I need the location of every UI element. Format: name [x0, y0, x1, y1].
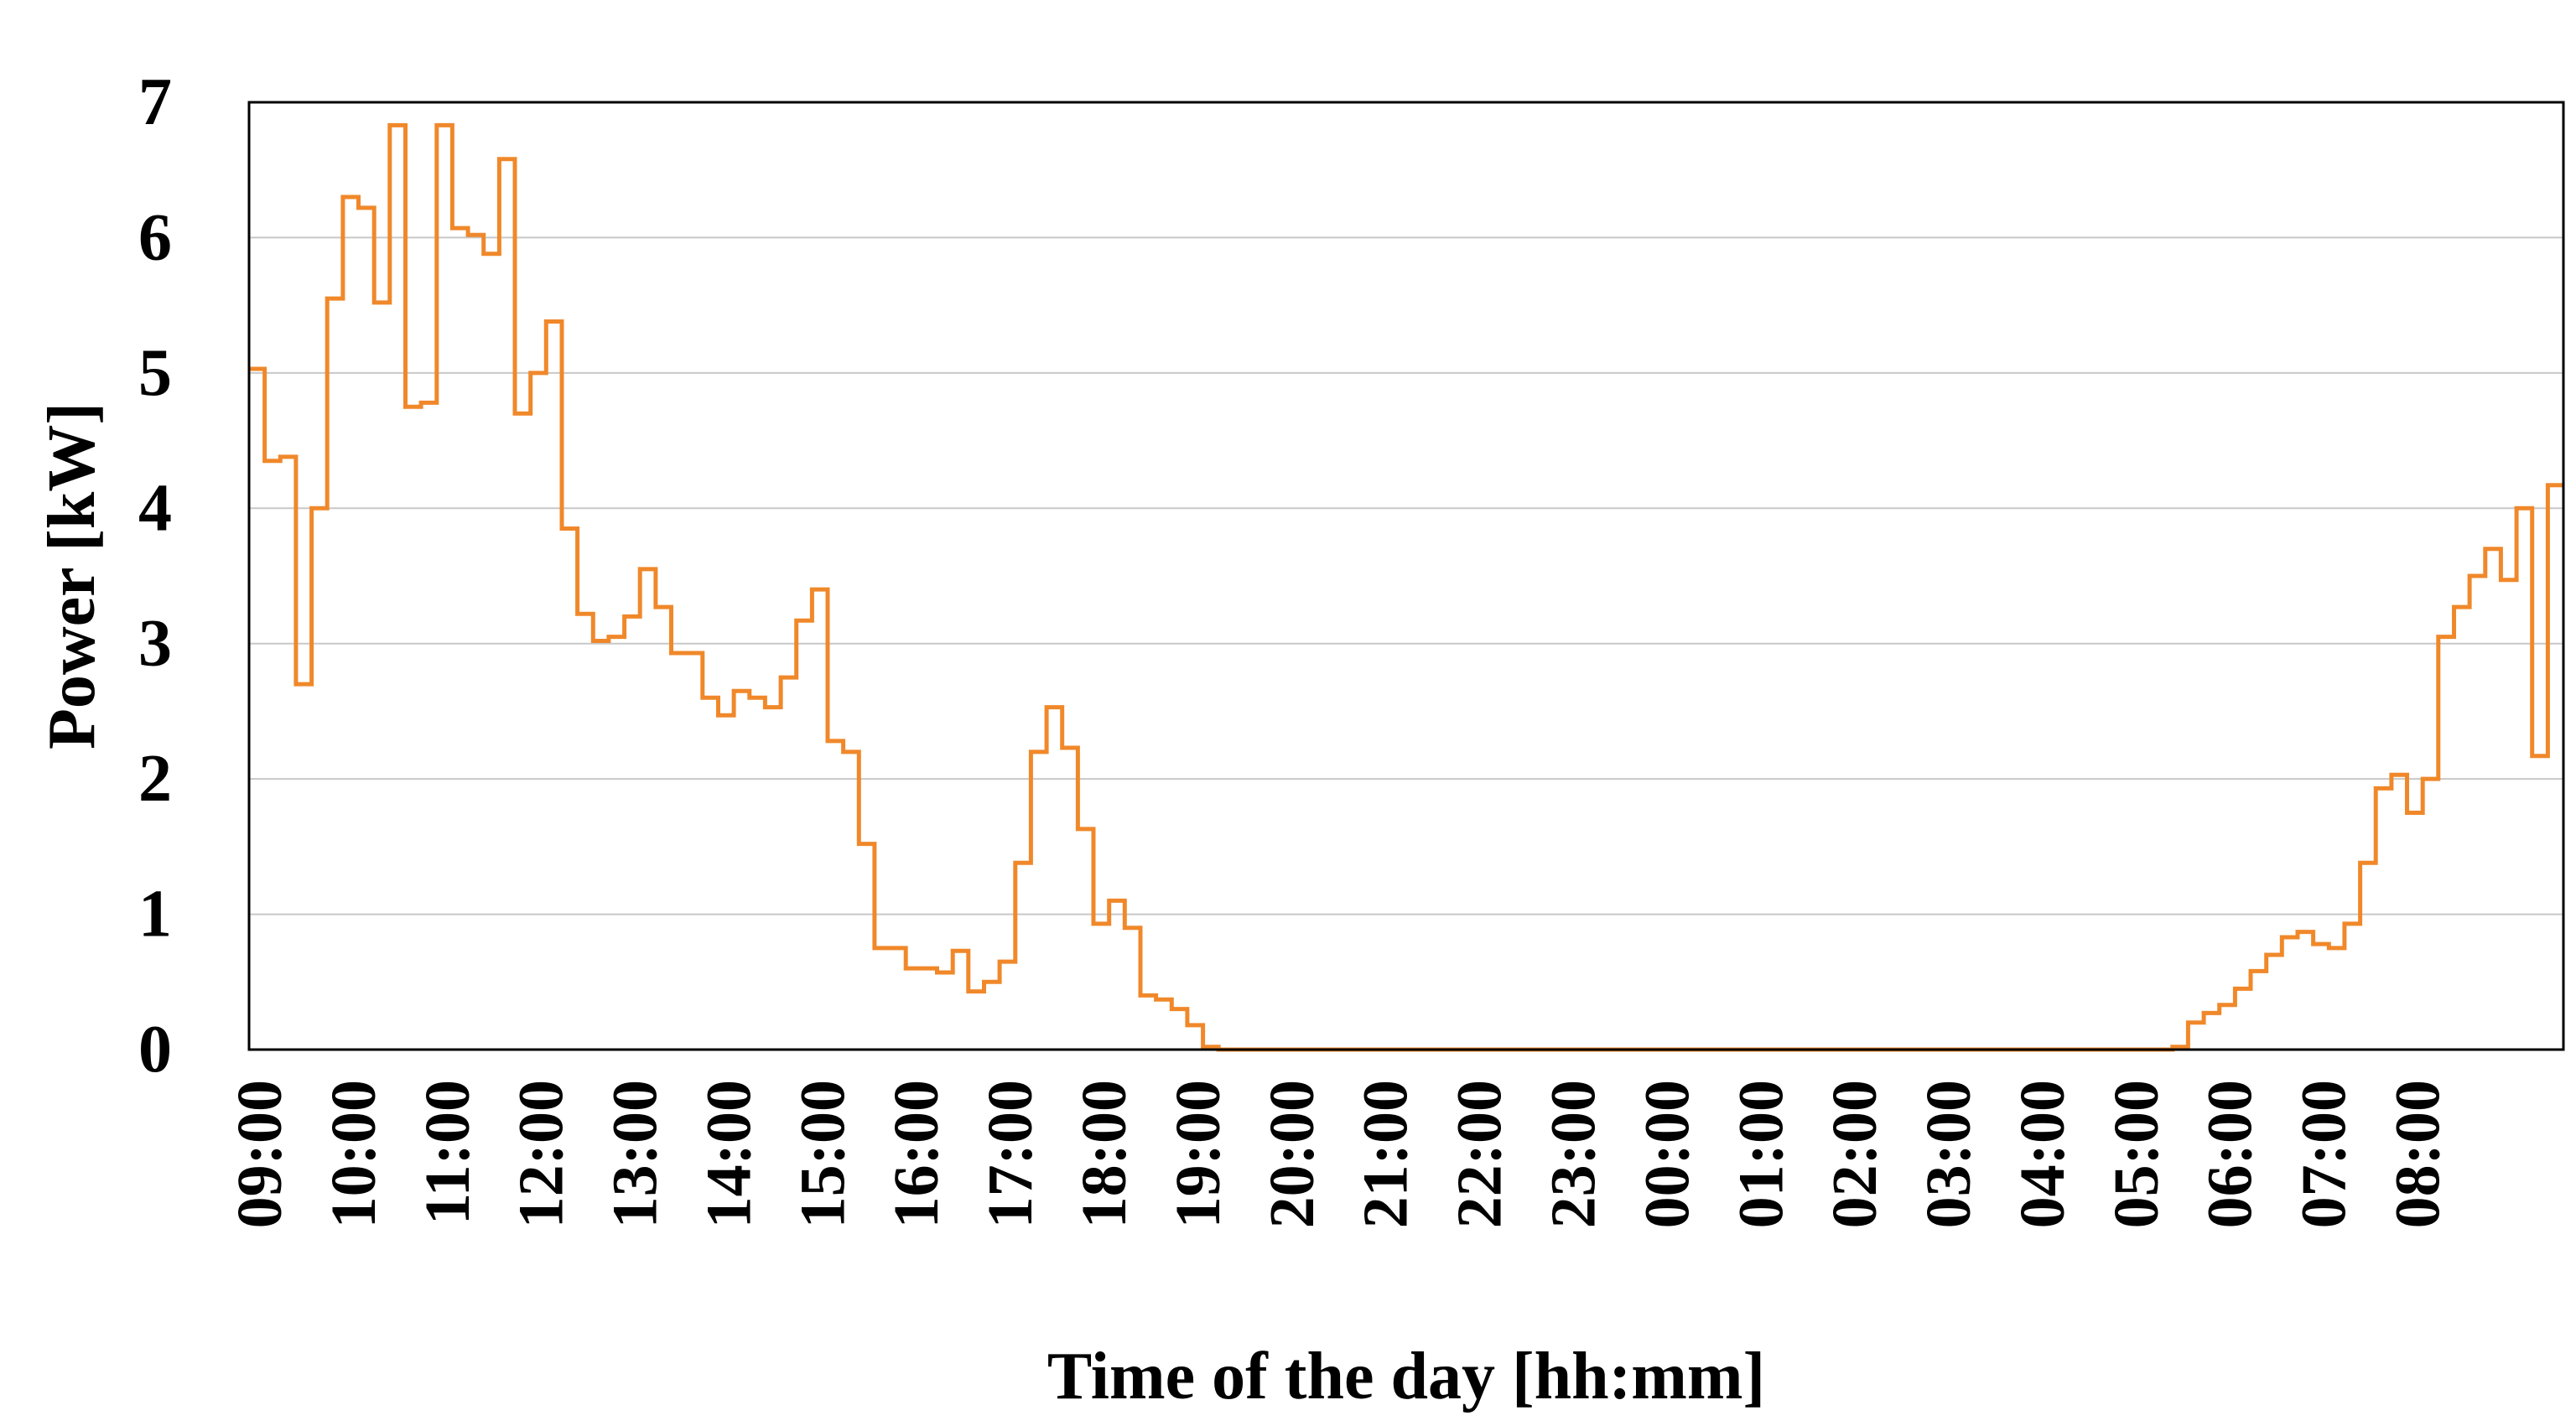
x-axis-ticks: 09:00 10:00 11:00 12:00 13:00 14:00 15:00 16:00… [225, 1080, 2454, 1228]
x-tick-label: 03:00 [1914, 1080, 1984, 1228]
x-tick-label: 00:00 [1632, 1080, 1702, 1228]
x-tick-label: 22:00 [1445, 1080, 1515, 1228]
y-axis-label: Power [kW] [35, 402, 109, 749]
x-tick-label: 23:00 [1539, 1080, 1609, 1228]
x-tick-label: 01:00 [1726, 1080, 1796, 1228]
x-tick-label: 07:00 [2289, 1080, 2360, 1228]
grid-lines [249, 236, 2563, 915]
y-tick-label: 4 [138, 471, 172, 545]
x-tick-label: 20:00 [1257, 1080, 1327, 1228]
y-axis-ticks: 0 1 2 3 4 5 6 7 [138, 65, 172, 1086]
x-tick-label: 04:00 [2007, 1080, 2078, 1228]
y-tick-label: 5 [138, 336, 172, 410]
y-tick-label: 3 [138, 607, 172, 681]
x-axis-label: Time of the day [hh:mm] [1047, 1340, 1765, 1413]
series-layer [249, 122, 2563, 1052]
series-line-power [249, 122, 2563, 1052]
x-tick-label: 09:00 [225, 1080, 295, 1228]
x-tick-label: 18:00 [1069, 1080, 1140, 1228]
x-tick-label: 21:00 [1351, 1080, 1421, 1228]
y-tick-label: 1 [138, 878, 172, 952]
x-tick-label: 17:00 [975, 1080, 1046, 1228]
x-tick-label: 02:00 [1820, 1080, 1890, 1228]
x-tick-label: 10:00 [319, 1080, 389, 1228]
x-tick-label: 05:00 [2101, 1080, 2172, 1228]
x-tick-label: 11:00 [413, 1080, 483, 1225]
x-tick-label: 06:00 [2195, 1080, 2266, 1228]
x-tick-label: 16:00 [881, 1080, 952, 1228]
x-tick-label: 14:00 [694, 1080, 765, 1228]
y-tick-label: 6 [138, 200, 172, 274]
x-tick-label: 12:00 [506, 1080, 577, 1228]
x-tick-label: 15:00 [787, 1080, 858, 1228]
y-tick-label: 2 [138, 742, 172, 816]
x-tick-label: 19:00 [1163, 1080, 1233, 1228]
x-tick-label: 13:00 [600, 1080, 671, 1228]
y-tick-label: 0 [138, 1013, 172, 1086]
y-tick-label: 7 [138, 65, 172, 139]
x-tick-label: 08:00 [2383, 1080, 2454, 1228]
plot-area-frame [247, 101, 2565, 1051]
